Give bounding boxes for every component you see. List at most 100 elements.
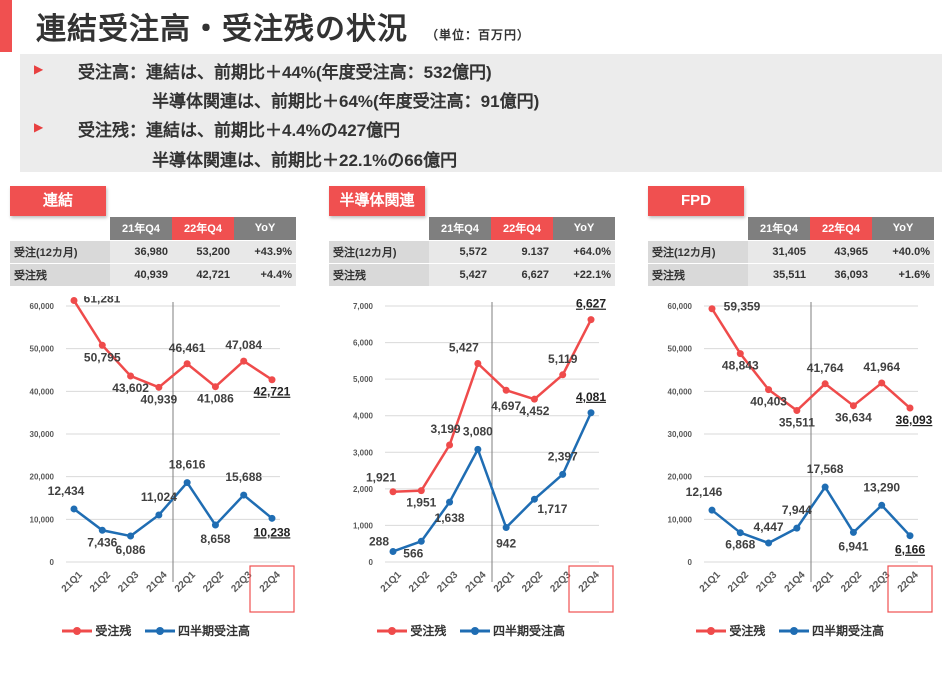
data-point <box>474 360 482 368</box>
latest-quarter-highlight <box>249 565 295 613</box>
row-label: 受注(12カ月) <box>648 240 748 264</box>
data-point <box>417 537 425 545</box>
data-label: 6,868 <box>725 538 755 552</box>
data-label: 8,658 <box>200 532 230 546</box>
legend-backlog-label: 受注残 <box>729 624 766 638</box>
data-label: 5,427 <box>449 341 479 355</box>
series-line <box>710 308 911 413</box>
row-label: 受注残 <box>329 263 429 287</box>
panel-tag: 連結 <box>10 186 106 216</box>
legend-backlog-icon <box>377 625 407 639</box>
data-point <box>98 526 106 534</box>
table-cell: +22.1% <box>553 263 615 287</box>
table-header: 22年Q4 <box>491 217 553 241</box>
data-label: 566 <box>403 546 423 560</box>
table-cell: 40,939 <box>110 263 172 287</box>
data-label: 6,941 <box>838 539 868 553</box>
data-label: 1,921 <box>366 471 396 485</box>
table-cell: 6,627 <box>491 263 553 287</box>
summary-line-2: 半導体関連は、前期比＋64%(年度受注高：91億円) <box>152 92 540 111</box>
data-label: 942 <box>496 537 516 551</box>
y-tick-label: 20,000 <box>30 473 55 482</box>
data-point <box>765 539 773 547</box>
table-row: 受注(12カ月) 36,980 53,200 +43.9% <box>10 240 296 264</box>
table-header: 21年Q4 <box>429 217 491 241</box>
table-cell: 43,965 <box>810 240 872 264</box>
unit-label: （単位：百万円） <box>426 28 531 42</box>
data-label: 40,403 <box>750 395 787 409</box>
data-point <box>708 305 716 313</box>
x-tick-label: 22Q3 <box>548 569 573 594</box>
summary-line-1: 受注高：連結は、前期比＋44%(年度受注高：532億円) <box>78 63 492 82</box>
data-point <box>240 357 248 365</box>
data-point <box>878 501 886 509</box>
y-tick-label: 20,000 <box>668 473 693 482</box>
x-tick-label: 22Q4 <box>258 569 283 594</box>
data-label: 4,447 <box>754 520 784 534</box>
data-point <box>906 404 914 412</box>
data-point <box>821 483 829 491</box>
row-label: 受注残 <box>648 263 748 287</box>
data-label: 6,086 <box>116 543 146 557</box>
row-label: 受注(12カ月) <box>10 240 110 264</box>
data-label: 288 <box>369 534 389 548</box>
table-row: 受注残 35,511 36,093 +1.6% <box>648 263 934 287</box>
x-tick-label: 21Q3 <box>754 569 779 594</box>
data-point <box>446 498 454 506</box>
table-header: 22年Q4 <box>810 217 872 241</box>
y-tick-label: 30,000 <box>668 430 693 439</box>
data-point <box>155 383 163 391</box>
data-point <box>587 316 595 324</box>
data-label: 4,452 <box>519 404 549 418</box>
data-point <box>211 383 219 391</box>
data-point <box>389 547 397 555</box>
series-line <box>392 412 593 553</box>
x-tick-label: 22Q4 <box>896 569 921 594</box>
data-label: 15,688 <box>225 470 262 484</box>
y-tick-label: 3,000 <box>353 448 374 457</box>
table-cell: 31,405 <box>748 240 810 264</box>
table-header: YoY <box>872 217 934 241</box>
data-label: 6,166 <box>895 543 925 557</box>
data-point <box>98 341 106 349</box>
legend-orders-icon <box>144 625 175 639</box>
x-tick-label: 21Q2 <box>726 569 751 594</box>
data-label: 3,199 <box>431 422 461 436</box>
table-header: YoY <box>234 217 296 241</box>
data-label: 12,434 <box>48 484 85 498</box>
y-tick-label: 7,000 <box>353 302 374 311</box>
x-tick-label: 21Q2 <box>88 569 113 594</box>
data-label: 18,616 <box>169 458 206 472</box>
data-point <box>211 521 219 529</box>
chart-legend: 受注残 四半期受注高 <box>377 622 565 639</box>
data-point <box>474 445 482 453</box>
legend-orders-icon <box>778 625 809 639</box>
data-point <box>502 524 510 532</box>
data-point <box>240 491 248 499</box>
x-tick-label: 21Q4 <box>783 569 808 594</box>
data-label: 7,436 <box>87 535 117 549</box>
data-point <box>183 360 191 368</box>
x-tick-label: 21Q1 <box>379 569 404 594</box>
x-tick-label: 21Q1 <box>698 569 723 594</box>
y-tick-label: 10,000 <box>30 515 55 524</box>
chart-legend: 受注残 四半期受注高 <box>62 622 250 639</box>
series-line <box>392 319 593 493</box>
data-label: 1,951 <box>406 496 436 510</box>
data-point <box>127 372 135 380</box>
data-point <box>389 488 397 496</box>
x-tick-label: 21Q4 <box>145 569 170 594</box>
data-label: 35,511 <box>779 415 815 429</box>
y-tick-label: 10,000 <box>668 515 693 524</box>
data-label: 10,238 <box>254 525 291 539</box>
data-label: 1,638 <box>435 511 465 525</box>
data-point <box>268 514 276 522</box>
data-label: 50,795 <box>84 350 121 364</box>
table-cell: 5,427 <box>429 263 491 287</box>
data-label: 46,461 <box>169 341 206 355</box>
data-label: 41,764 <box>807 361 844 375</box>
data-label: 36,634 <box>835 411 872 425</box>
data-point <box>268 376 276 384</box>
x-tick-label: 21Q3 <box>435 569 460 594</box>
x-tick-label: 22Q2 <box>839 569 864 594</box>
